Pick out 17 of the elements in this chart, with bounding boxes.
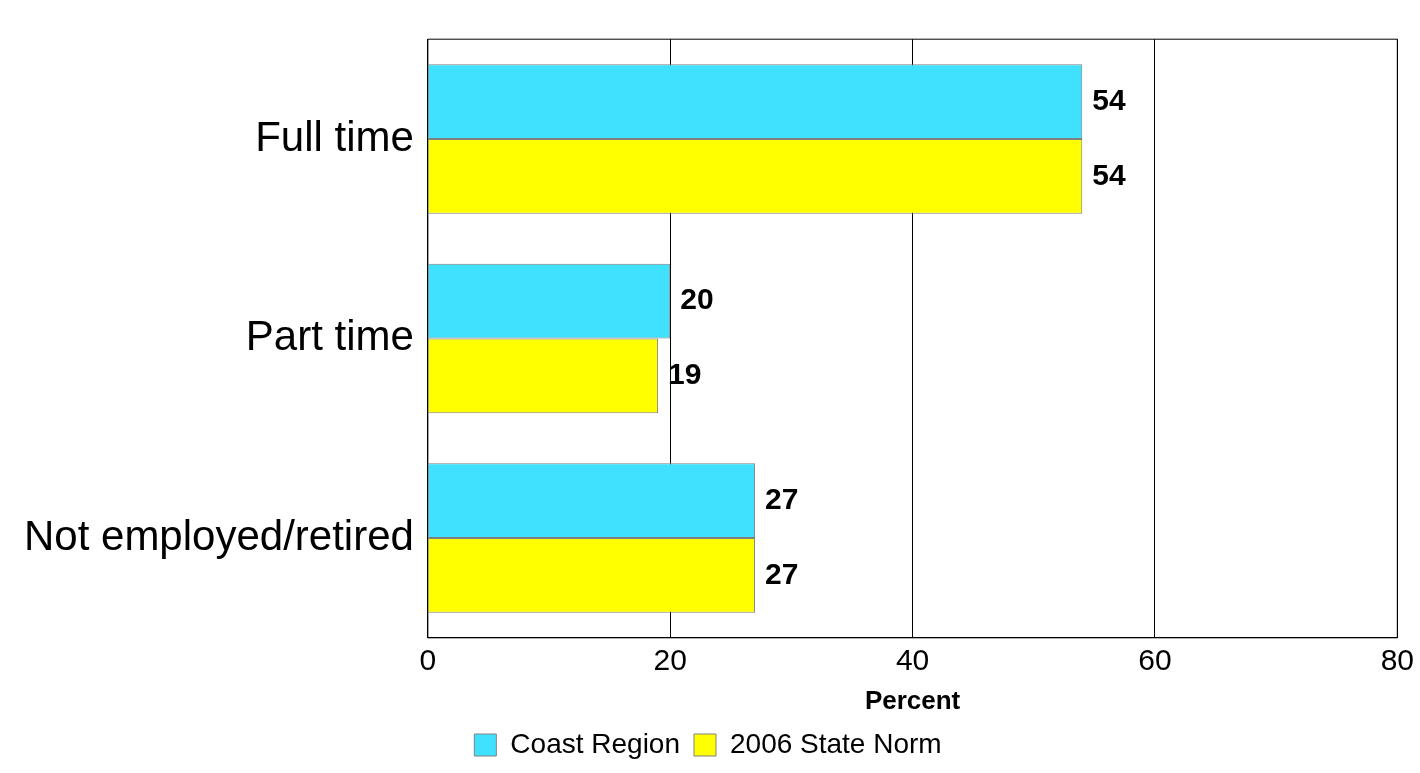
legend-label: 2006 State Norm xyxy=(729,727,942,759)
y-tick-label: Part time xyxy=(245,312,414,360)
x-tick-label: 20 xyxy=(653,643,687,677)
data-label: 54 xyxy=(1092,157,1126,191)
x-tick-label: 40 xyxy=(895,643,930,677)
legend-label: Coast Region xyxy=(510,727,680,759)
y-tick-label: Not employed/retired xyxy=(23,511,414,559)
data-label: 20 xyxy=(680,282,714,316)
data-label: 54 xyxy=(1092,82,1126,116)
data-label: 19 xyxy=(668,357,702,391)
y-tick-label: Full time xyxy=(255,112,414,160)
x-tick-label: 60 xyxy=(1138,643,1172,677)
x-axis-title: Percent xyxy=(864,684,961,715)
data-label: 27 xyxy=(765,556,799,590)
data-label: 27 xyxy=(765,481,799,515)
x-tick-label: 80 xyxy=(1380,643,1414,677)
x-tick-label: 0 xyxy=(419,643,437,677)
